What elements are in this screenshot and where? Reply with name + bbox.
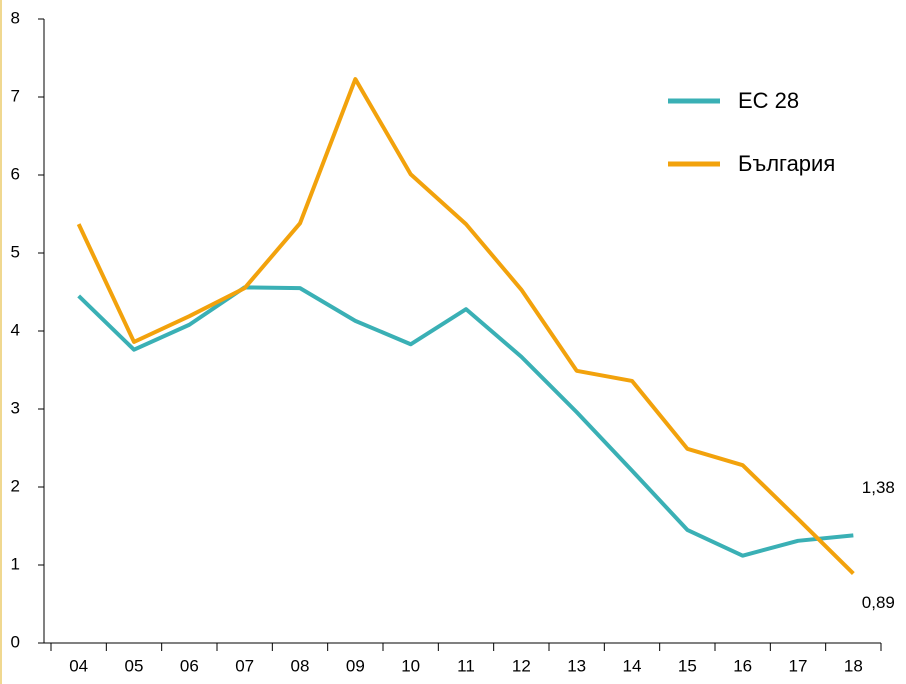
- x-tick-label: 08: [291, 656, 310, 675]
- y-tick-label: 6: [11, 164, 20, 183]
- legend-label: ЕС 28: [738, 88, 799, 113]
- x-tick-label: 09: [346, 656, 365, 675]
- x-tick-label: 11: [457, 656, 475, 675]
- legend-label: България: [738, 151, 835, 176]
- y-tick-label: 7: [11, 86, 20, 105]
- y-tick-label: 1: [11, 554, 20, 573]
- y-tick-label: 8: [11, 8, 20, 27]
- series-line: [76, 77, 855, 576]
- x-tick-label: 14: [623, 656, 642, 675]
- x-tick-label: 05: [125, 656, 144, 675]
- x-tick-label: 13: [567, 656, 586, 675]
- x-tick-label: 17: [789, 656, 808, 675]
- value-label: 0,89: [862, 593, 895, 612]
- legend: ЕС 28 България: [668, 88, 835, 176]
- y-tick-label: 4: [11, 320, 20, 339]
- y-tick-label: 5: [11, 242, 20, 261]
- x-tick-label: 15: [678, 656, 697, 675]
- series-line: [77, 285, 854, 558]
- x-tick-label: 18: [844, 656, 863, 675]
- value-label: 1,38: [862, 478, 895, 497]
- x-tick-label: 07: [235, 656, 254, 675]
- y-tick-label: 2: [11, 476, 20, 495]
- x-tick-label: 06: [180, 656, 199, 675]
- y-tick-label: 3: [11, 398, 20, 417]
- x-tick-label: 04: [69, 656, 88, 675]
- x-tick-label: 12: [512, 656, 531, 675]
- x-tick-label: 10: [401, 656, 420, 675]
- y-tick-label: 0: [11, 632, 20, 651]
- x-tick-label: 16: [733, 656, 752, 675]
